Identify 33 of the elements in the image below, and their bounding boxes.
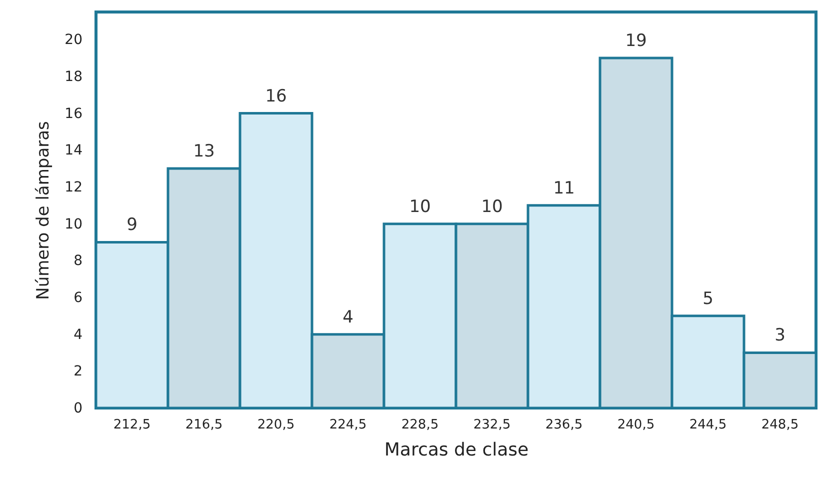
data-label: 9 <box>126 215 138 236</box>
data-label: 16 <box>265 86 287 106</box>
y-tick-label: 12 <box>64 179 82 196</box>
y-tick-label: 18 <box>64 68 82 85</box>
y-tick-label: 4 <box>74 326 83 343</box>
data-label: 4 <box>342 307 354 328</box>
data-label: 19 <box>625 31 647 52</box>
x-axis-title: Marcas de clase <box>384 440 529 460</box>
y-tick-label: 20 <box>64 32 82 48</box>
y-tick-label: 2 <box>74 364 82 380</box>
y-tick-label: 10 <box>64 216 82 232</box>
x-tick-label: 240,5 <box>617 418 655 432</box>
data-label: 13 <box>193 142 215 162</box>
y-tick-label: 14 <box>64 142 83 159</box>
x-tick-label: 224,5 <box>329 418 367 432</box>
x-tick-label: 228,5 <box>401 418 439 432</box>
x-tick-label: 236,5 <box>545 418 583 432</box>
x-tick-label: 216,5 <box>185 418 223 432</box>
x-tick-label: 220,5 <box>257 418 295 432</box>
y-tick-label: 8 <box>74 253 82 270</box>
data-label: 10 <box>481 196 503 217</box>
x-tick-label: 212,5 <box>113 418 151 432</box>
data-label: 10 <box>409 196 431 217</box>
data-label: 11 <box>553 178 575 198</box>
x-tick-label: 248,5 <box>761 418 799 432</box>
x-tick-label: 232,5 <box>473 418 511 432</box>
x-tick-label: 244,5 <box>689 418 727 432</box>
y-tick-label: 6 <box>74 290 83 306</box>
data-label: 3 <box>774 326 786 346</box>
y-tick-label: 0 <box>74 400 82 416</box>
data-label: 5 <box>702 288 714 309</box>
y-axis-title: Número de lámparas <box>34 120 54 300</box>
y-tick-label: 16 <box>64 106 83 122</box>
